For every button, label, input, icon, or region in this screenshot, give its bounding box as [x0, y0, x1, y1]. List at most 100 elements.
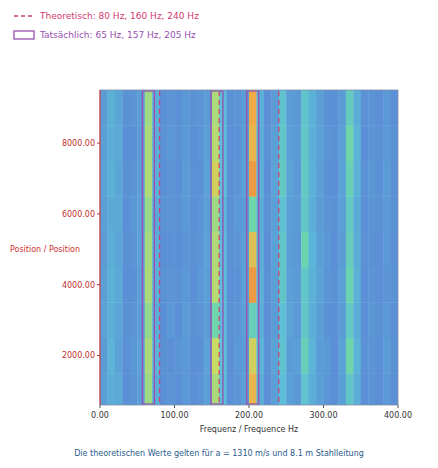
heat-cell — [160, 338, 168, 374]
heat-cell — [122, 232, 130, 268]
heat-cell — [137, 373, 145, 405]
heat-cell — [376, 196, 384, 232]
heat-cell — [227, 232, 235, 268]
heat-cell — [271, 338, 279, 374]
heat-cell — [331, 338, 339, 374]
heat-cell — [145, 125, 153, 161]
heat-cell — [338, 232, 346, 268]
y-tick-label: 6000.00 — [62, 210, 95, 219]
heat-cell — [160, 161, 168, 197]
heat-cell — [145, 196, 153, 232]
heat-cell — [256, 232, 264, 268]
heat-cell — [167, 196, 175, 232]
heat-cell — [264, 196, 272, 232]
heat-cell — [316, 90, 324, 126]
heat-cell — [271, 267, 279, 303]
heat-cell — [361, 232, 369, 268]
heat-cell — [264, 302, 272, 338]
heat-cell — [130, 302, 138, 338]
heat-cell — [242, 125, 250, 161]
heat-cell — [353, 125, 361, 161]
heat-cell — [391, 302, 398, 338]
heat-cell — [286, 161, 294, 197]
heat-cell — [376, 161, 384, 197]
heat-cell — [368, 125, 376, 161]
heat-cell — [167, 302, 175, 338]
heat-cell — [286, 232, 294, 268]
heat-cell — [264, 125, 272, 161]
heat-cell — [137, 267, 145, 303]
heat-cell — [309, 267, 317, 303]
heat-cell — [279, 302, 287, 338]
heat-cell — [107, 267, 115, 303]
heat-cell — [391, 232, 398, 268]
heat-cell — [286, 196, 294, 232]
heat-cell — [316, 267, 324, 303]
heat-cell — [160, 125, 168, 161]
heat-cell — [100, 302, 108, 338]
heat-cell — [152, 373, 160, 405]
heat-cell — [331, 373, 339, 405]
heat-cell — [175, 338, 183, 374]
heat-cell — [182, 373, 190, 405]
heat-cell — [137, 338, 145, 374]
heat-cell — [122, 196, 130, 232]
heat-cell — [353, 90, 361, 126]
heat-cell — [234, 338, 242, 374]
heat-cell — [383, 302, 391, 338]
heat-cell — [242, 338, 250, 374]
actual-box — [142, 91, 154, 404]
heat-cell — [271, 232, 279, 268]
heat-cell — [145, 338, 153, 374]
heat-cell — [130, 125, 138, 161]
heat-cell — [130, 267, 138, 303]
heat-cell — [391, 196, 398, 232]
heat-cell — [212, 196, 220, 232]
heat-cell — [227, 161, 235, 197]
heat-cell — [145, 373, 153, 405]
heat-cell — [361, 338, 369, 374]
heat-cell — [122, 161, 130, 197]
heat-cell — [189, 161, 197, 197]
heat-cell — [227, 338, 235, 374]
x-axis-title: Frequenz / Frequence Hz — [200, 425, 298, 434]
heat-cell — [383, 125, 391, 161]
heat-cell — [212, 373, 220, 405]
heat-cell — [167, 232, 175, 268]
heat-cell — [391, 338, 398, 374]
heat-cell — [137, 302, 145, 338]
heat-cell — [122, 338, 130, 374]
heat-cell — [242, 196, 250, 232]
heat-cell — [107, 161, 115, 197]
heat-cell — [107, 196, 115, 232]
heat-cell — [175, 267, 183, 303]
heat-cell — [361, 125, 369, 161]
legend-label: Theoretisch: 80 Hz, 160 Hz, 240 Hz — [39, 11, 199, 21]
y-tick — [97, 355, 100, 356]
heat-cell — [212, 161, 220, 197]
heat-cell — [368, 196, 376, 232]
heat-cell — [316, 125, 324, 161]
heat-cell — [279, 338, 287, 374]
heat-cell — [145, 267, 153, 303]
heat-cell — [301, 196, 309, 232]
heat-cell — [361, 161, 369, 197]
heat-cell — [242, 232, 250, 268]
heat-cell — [368, 338, 376, 374]
heat-cell — [115, 125, 123, 161]
heat-cell — [212, 338, 220, 374]
heat-cell — [130, 90, 138, 126]
heat-cell — [383, 338, 391, 374]
heat-cell — [338, 90, 346, 126]
heat-cell — [197, 302, 205, 338]
heat-cell — [309, 232, 317, 268]
chart: 0.00100.00200.00300.00400.002000.004000.… — [0, 0, 438, 468]
heat-cell — [227, 125, 235, 161]
heat-cell — [309, 90, 317, 126]
y-axis-line — [100, 90, 101, 405]
heat-cell — [122, 267, 130, 303]
heat-cell — [316, 161, 324, 197]
heat-cell — [353, 302, 361, 338]
heat-cell — [383, 161, 391, 197]
heat-cell — [294, 267, 302, 303]
